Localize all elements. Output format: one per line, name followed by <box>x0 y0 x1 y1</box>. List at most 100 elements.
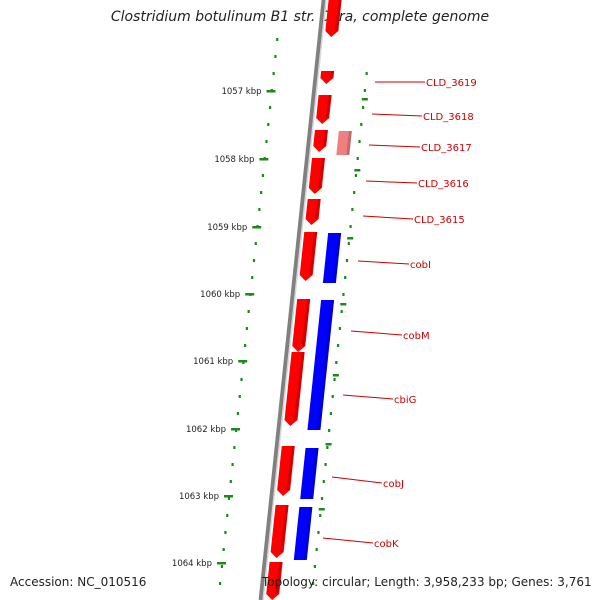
inner-ring-dot <box>231 463 234 466</box>
gene-arrow-body <box>315 300 335 354</box>
inner-ring-dot <box>268 106 272 109</box>
outer-ring-dot <box>331 395 334 398</box>
gene-label-leader <box>331 476 383 484</box>
outer-ring-dot <box>313 565 316 568</box>
forward-gene-arrow <box>305 199 321 225</box>
gene-arrow-body <box>307 354 329 430</box>
gene-arrow-body <box>325 0 342 37</box>
gene-arrow-body <box>320 71 335 84</box>
outer-ring-dot <box>351 208 354 211</box>
gene-label: CLD_3618 <box>423 112 474 123</box>
outer-ring-dot <box>358 140 361 143</box>
accession-text: Accession: NC_010516 <box>10 575 147 589</box>
gene-label-leader <box>357 260 410 265</box>
outer-ring-dot <box>356 157 359 160</box>
outer-ring-dot <box>320 497 324 500</box>
outer-ring-dot <box>344 276 347 279</box>
inner-ring-dot <box>226 514 229 517</box>
outer-ring-dot <box>336 344 340 347</box>
inner-ring-dot <box>265 140 268 143</box>
coordinate-tick <box>252 226 262 229</box>
coordinate-tick <box>245 293 255 296</box>
outer-ring-dot <box>338 327 341 330</box>
gene-label-leader <box>371 113 423 117</box>
reverse-gene-arrow <box>322 233 342 283</box>
forward-gene-arrow <box>320 71 335 84</box>
inner-ring-dot <box>224 531 227 534</box>
map-title: Clostridium botulinum B1 str. Okra, comp… <box>110 9 490 25</box>
gene-arrow-body <box>308 158 326 194</box>
faded-gene-arrow <box>336 131 352 155</box>
gene-label: cobM <box>403 331 430 342</box>
outer-ring-dot <box>349 225 352 228</box>
coordinate-tick <box>238 360 248 363</box>
gene-arrow-shade <box>334 0 342 31</box>
inner-ring-dot <box>238 395 241 398</box>
outer-ring-dot <box>347 242 350 245</box>
genome-backbone-line <box>258 0 327 600</box>
forward-gene-arrow <box>299 232 318 281</box>
gene-arrow-body <box>266 562 283 600</box>
coordinate-tick <box>216 562 226 565</box>
outer-ring-dot <box>360 123 363 126</box>
gene-label: cobK <box>374 539 399 550</box>
gene-arrow-body <box>270 505 289 558</box>
outer-ring-dot <box>354 174 358 177</box>
genome-summary-text: Topology: circular; Length: 3,958,233 bp… <box>262 575 592 589</box>
gene-arrow-shade <box>286 446 295 490</box>
gene-arrow-shade <box>309 232 318 275</box>
forward-gene-arrow <box>325 0 342 37</box>
gene-label-leader <box>322 537 374 544</box>
outer-ring-dot <box>311 582 315 585</box>
inner-ring-dot <box>254 242 257 245</box>
inner-ring-dot <box>245 327 248 330</box>
gene-arrow-body <box>336 131 352 155</box>
coordinate-tick-label: 1062 kbp <box>186 425 226 435</box>
coordinate-tick-label: 1061 kbp <box>193 357 233 367</box>
outer-ring-tick <box>354 169 361 172</box>
inner-ring-dot <box>247 310 250 313</box>
inner-ring-dot <box>261 174 265 177</box>
gene-arrow-shade <box>346 131 352 155</box>
outer-ring-dot <box>329 412 333 415</box>
gene-label-leader <box>368 144 421 148</box>
outer-ring-dot <box>317 531 320 534</box>
gene-arrow-shade <box>325 300 335 354</box>
gene-arrow-body <box>292 299 311 352</box>
coordinate-tick-label: 1063 kbp <box>179 492 219 502</box>
outer-ring-dot <box>333 378 336 381</box>
outer-ring-dot <box>335 361 338 364</box>
gene-label: cobI <box>410 260 431 271</box>
inner-ring-dot <box>236 412 240 415</box>
forward-gene-arrow <box>270 505 289 558</box>
inner-ring-dot <box>272 72 275 75</box>
gene-label-leader <box>362 215 414 220</box>
gene-arrow-body <box>313 130 328 152</box>
outer-ring-tick <box>318 508 325 511</box>
gene-arrow-body <box>277 446 295 496</box>
gene-arrow-shade <box>280 505 289 552</box>
forward-gene-arrow <box>277 446 295 496</box>
outer-ring-tick <box>325 443 332 446</box>
gene-arrow-shade <box>318 158 326 188</box>
inner-ring-dot <box>267 123 270 126</box>
outer-ring-tick <box>347 237 354 240</box>
inner-ring-dot <box>240 378 243 381</box>
outer-ring-dot <box>353 191 356 194</box>
forward-gene-arrow <box>284 352 305 426</box>
gene-arrow-body <box>316 95 332 124</box>
inner-ring-dot <box>251 276 254 279</box>
outer-ring-tick <box>332 374 339 377</box>
gene-arrow-body <box>284 352 305 426</box>
inner-ring-dot <box>260 191 263 194</box>
outer-ring-dot <box>324 463 327 466</box>
inner-ring-dot <box>233 446 236 449</box>
reverse-gene-arrow <box>307 354 329 430</box>
outer-ring-dot <box>328 429 331 432</box>
outer-ring-dot <box>342 293 345 296</box>
gene-arrow-shade <box>322 130 328 146</box>
outer-ring-tick <box>361 98 368 101</box>
gene-arrow-shade <box>325 95 332 118</box>
forward-gene-arrow <box>313 130 328 152</box>
coordinate-tick <box>266 90 276 93</box>
